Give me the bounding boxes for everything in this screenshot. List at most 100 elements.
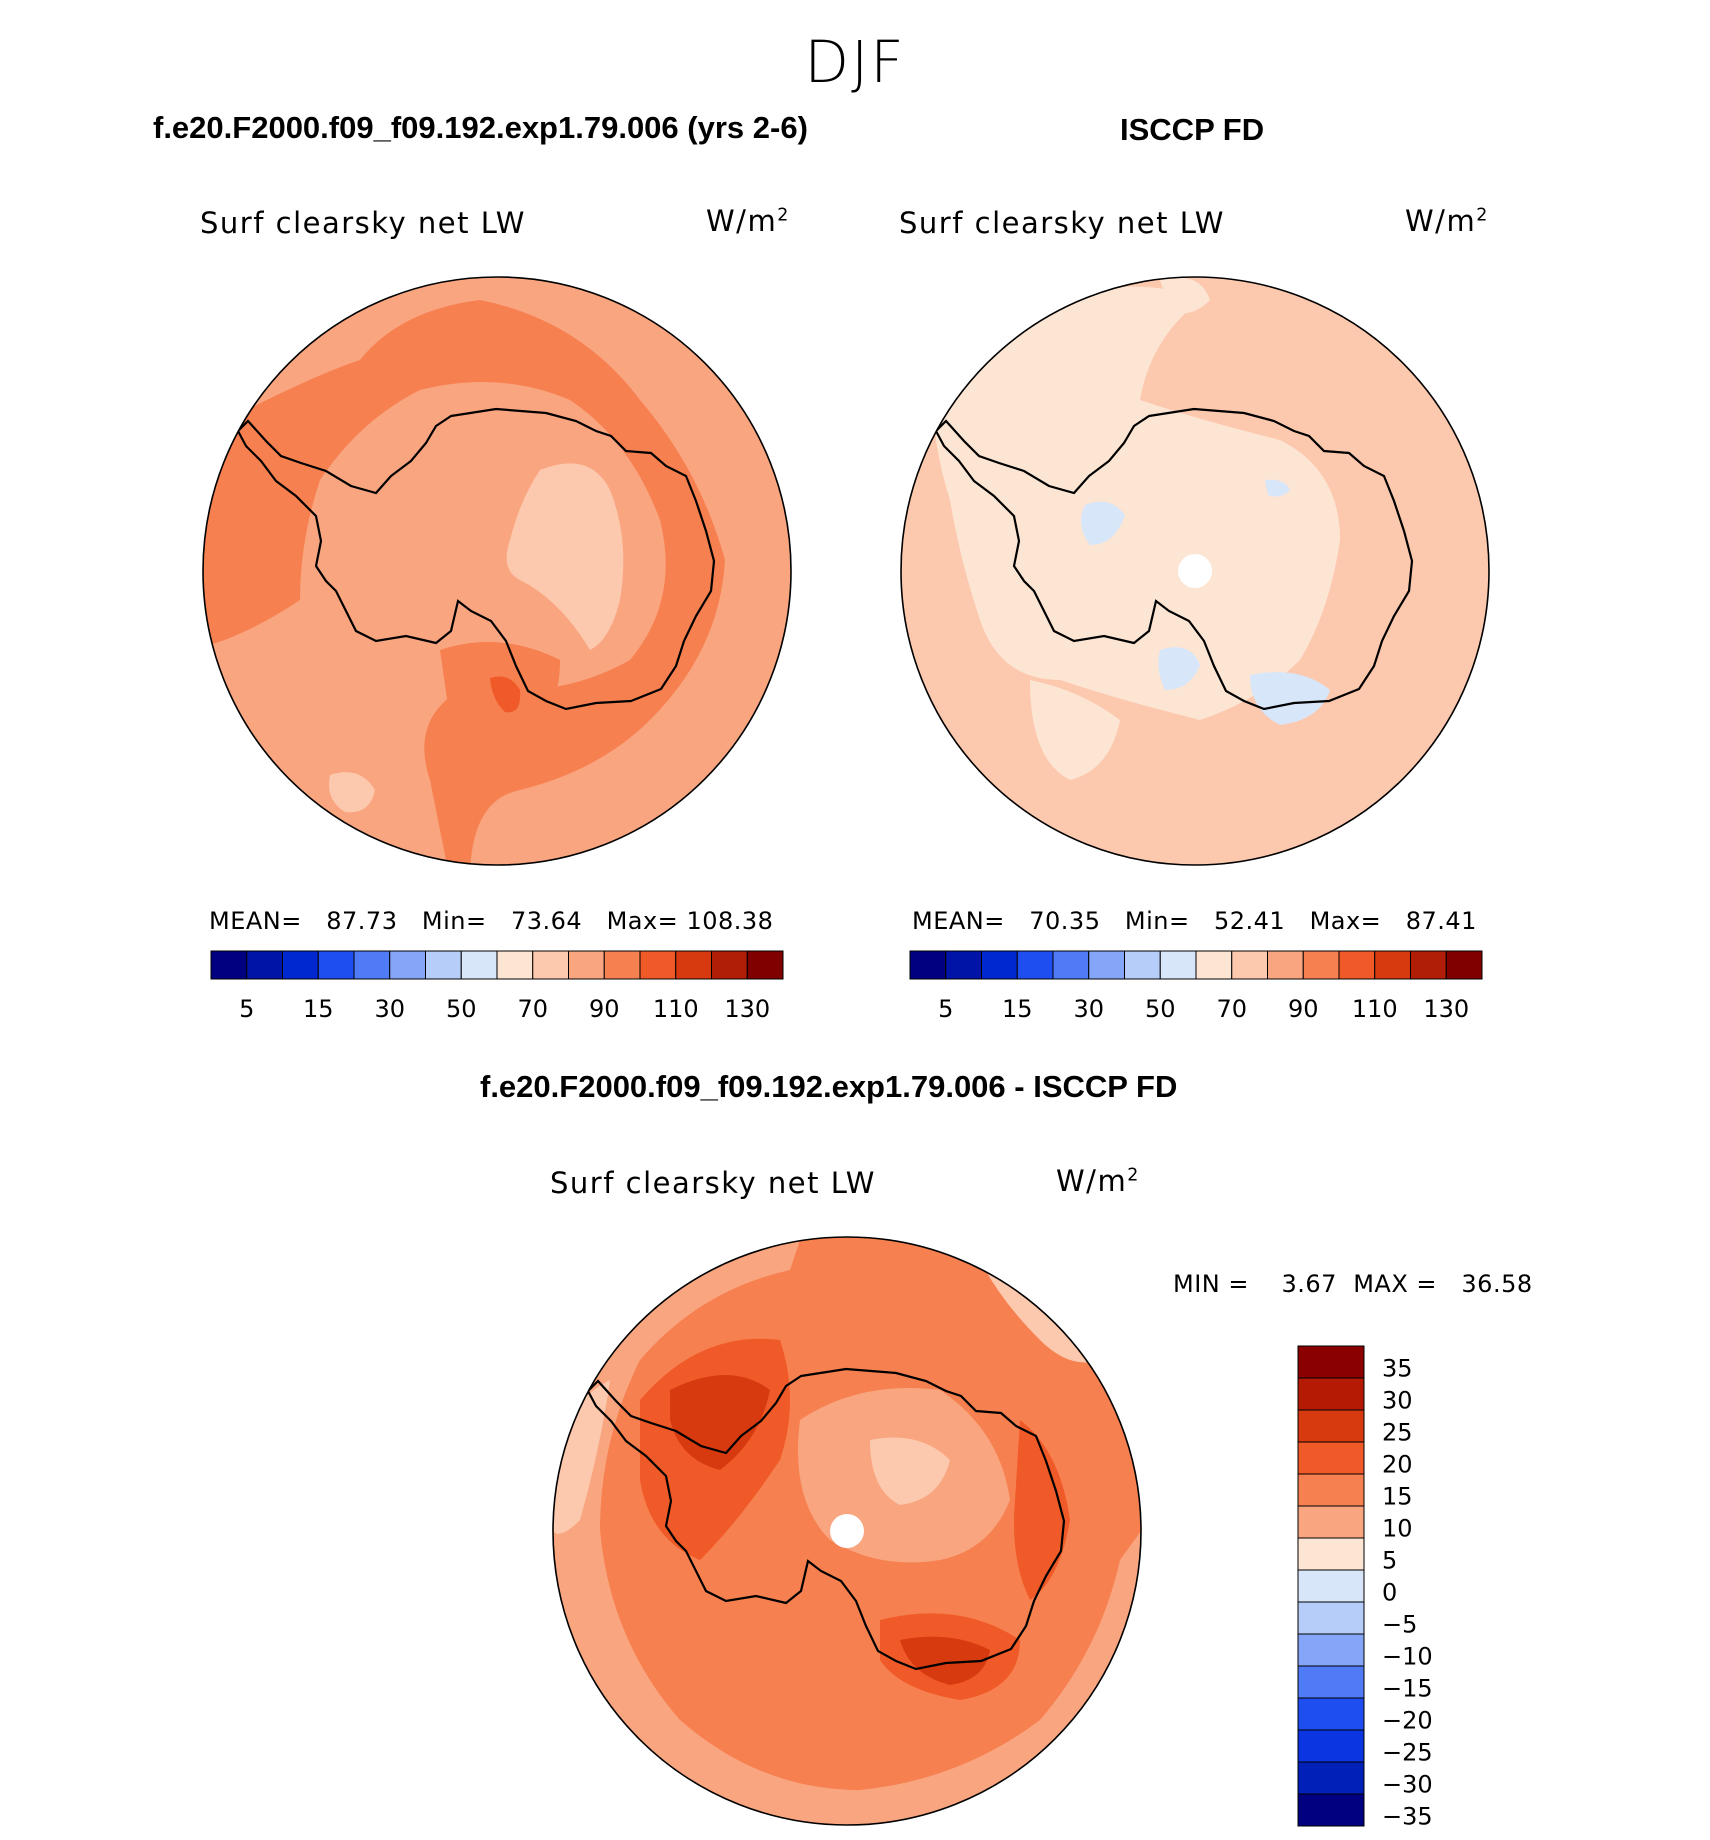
colorbar-tick-label: 30 bbox=[1382, 1386, 1413, 1414]
colorbar-tick-label: 30 bbox=[1073, 995, 1104, 1023]
colorbar-swatch bbox=[532, 950, 569, 980]
colorbar-diff: 35 30 25 20 15 10 5 0 −5 −10 −15 −20 −25 −30 −35 bbox=[1297, 1345, 1433, 1830]
units-text: W/m bbox=[1405, 204, 1477, 238]
units-label-diff: W/m2 bbox=[1056, 1164, 1140, 1198]
colorbar-swatch bbox=[389, 950, 426, 980]
season-title: DJF bbox=[804, 28, 906, 96]
mean-label: MEAN= bbox=[912, 907, 1005, 935]
colorbar-swatch bbox=[246, 950, 283, 980]
variable-label-diff: Surf clearsky net LW bbox=[550, 1166, 876, 1200]
colorbar-swatch bbox=[1297, 1345, 1365, 1379]
colorbar-tick-label: −35 bbox=[1382, 1802, 1433, 1830]
colorbar-swatch bbox=[1016, 950, 1054, 980]
colorbar-swatch bbox=[1297, 1409, 1365, 1443]
map-obs-pale-south bbox=[1030, 680, 1120, 780]
colorbar-tick-label: 110 bbox=[1352, 995, 1398, 1023]
min-label: MIN = bbox=[1173, 1270, 1249, 1298]
colorbar-swatch bbox=[746, 950, 784, 980]
colorbar-swatch bbox=[981, 950, 1018, 980]
panel-title-obs: ISCCP FD bbox=[1120, 112, 1265, 147]
colorbar-tick-label: −15 bbox=[1382, 1674, 1433, 1702]
colorbar-swatch bbox=[317, 950, 355, 980]
map-obs-pale-north bbox=[1160, 277, 1210, 314]
colorbar-tick-label: 30 bbox=[374, 995, 405, 1023]
colorbar-swatch bbox=[1088, 950, 1125, 980]
colorbar-swatch bbox=[1297, 1729, 1365, 1763]
units-label-model: W/m2 bbox=[706, 204, 790, 238]
colorbar-swatch bbox=[1052, 950, 1090, 980]
colorbar-swatch bbox=[1297, 1473, 1365, 1507]
colorbar-swatch bbox=[1297, 1665, 1365, 1699]
map-diff bbox=[552, 1236, 1142, 1826]
map-model-border bbox=[202, 276, 792, 866]
map-obs-pole-hole bbox=[1178, 554, 1212, 588]
map-diff-coastline bbox=[586, 1367, 1066, 1671]
colorbar-swatch bbox=[1159, 950, 1197, 980]
colorbar-tick-label: 70 bbox=[1216, 995, 1247, 1023]
colorbar-tick-label: 90 bbox=[1288, 995, 1319, 1023]
map-diff-pale-west bbox=[553, 1380, 610, 1534]
colorbar-swatch bbox=[1297, 1377, 1365, 1411]
units-label-obs: W/m2 bbox=[1405, 204, 1489, 238]
colorbar-swatch bbox=[675, 950, 712, 980]
units-exponent: 2 bbox=[1476, 205, 1489, 226]
max-value: 108.38 bbox=[686, 907, 774, 935]
min-value: 73.64 bbox=[510, 907, 583, 935]
colorbar-swatch bbox=[1124, 950, 1161, 980]
map-obs bbox=[900, 276, 1490, 866]
stats-model: MEAN= 87.73 Min= 73.64 Max= 108.38 bbox=[209, 907, 773, 935]
max-label: Max= bbox=[1309, 907, 1382, 935]
map-diff-border bbox=[552, 1236, 1142, 1826]
colorbar-tick-label: 15 bbox=[303, 995, 334, 1023]
colorbar-swatch bbox=[1297, 1441, 1365, 1475]
colorbar-swatch bbox=[425, 950, 462, 980]
colorbar-swatch bbox=[945, 950, 982, 980]
mean-value: 70.35 bbox=[1029, 907, 1101, 935]
colorbar-swatch bbox=[1297, 1537, 1365, 1571]
units-text: W/m bbox=[706, 204, 778, 238]
colorbar-swatch bbox=[1297, 1793, 1365, 1827]
map-diff-interior-pale bbox=[870, 1437, 950, 1505]
colorbar-swatch bbox=[1297, 1505, 1365, 1539]
map-obs-blue-ross bbox=[1158, 647, 1200, 690]
colorbar-swatch bbox=[353, 950, 391, 980]
colorbar-tick-label: −10 bbox=[1382, 1642, 1433, 1670]
colorbar-tick-label: 50 bbox=[446, 995, 477, 1023]
colorbar-tick-label: 35 bbox=[1382, 1354, 1413, 1382]
colorbar-swatch bbox=[210, 950, 248, 980]
colorbar-swatch bbox=[1297, 1697, 1365, 1731]
map-obs-blue-west bbox=[1081, 501, 1125, 545]
colorbar-tick-label: 70 bbox=[517, 995, 548, 1023]
panel-title-diff: f.e20.F2000.f09_f09.192.exp1.79.006 - IS… bbox=[480, 1069, 1178, 1104]
colorbar-swatch bbox=[1445, 950, 1483, 980]
mean-value: 87.73 bbox=[326, 907, 398, 935]
colorbar-tick-label: 130 bbox=[724, 995, 770, 1023]
colorbar-tick-label: 50 bbox=[1145, 995, 1176, 1023]
colorbar-swatch bbox=[1195, 950, 1233, 980]
colorbar-swatch bbox=[568, 950, 605, 980]
colorbar-tick-label: −20 bbox=[1382, 1706, 1433, 1734]
units-text: W/m bbox=[1056, 1164, 1128, 1198]
colorbar-tick-label: 15 bbox=[1002, 995, 1033, 1023]
colorbar-swatch bbox=[1374, 950, 1411, 980]
colorbar-swatch bbox=[1267, 950, 1304, 980]
map-obs-pale-region bbox=[930, 286, 1340, 720]
max-value: 87.41 bbox=[1405, 907, 1477, 935]
colorbar-tick-label: 130 bbox=[1423, 995, 1469, 1023]
colorbar-tick-label: 10 bbox=[1382, 1514, 1413, 1542]
colorbar-tick-label: 0 bbox=[1382, 1578, 1397, 1606]
min-label: Min= bbox=[421, 907, 487, 935]
map-model-local-max bbox=[490, 676, 521, 713]
colorbar-swatch bbox=[639, 950, 677, 980]
colorbar-swatch bbox=[603, 950, 641, 980]
units-exponent: 2 bbox=[777, 205, 790, 226]
colorbar-swatch bbox=[1297, 1569, 1365, 1603]
colorbar-tick-label: 15 bbox=[1382, 1482, 1413, 1510]
map-model-coastline bbox=[236, 407, 716, 711]
mean-label: MEAN= bbox=[209, 907, 302, 935]
colorbar-tick-label: 5 bbox=[1382, 1546, 1397, 1574]
colorbar-swatch bbox=[909, 950, 947, 980]
map-model-patch-ne bbox=[329, 772, 375, 813]
colorbar-swatch bbox=[1297, 1601, 1365, 1635]
colorbar-tick-label: 5 bbox=[239, 995, 254, 1023]
